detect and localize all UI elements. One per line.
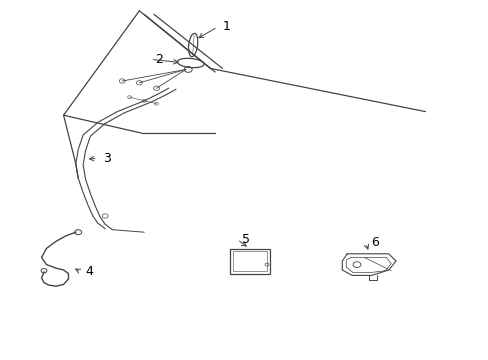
- Bar: [229, 249, 269, 274]
- Text: 3: 3: [102, 152, 110, 165]
- Text: 4: 4: [85, 265, 93, 278]
- Text: 5: 5: [242, 233, 249, 246]
- Text: 6: 6: [370, 237, 378, 249]
- Text: 1: 1: [222, 21, 230, 33]
- Bar: [232, 251, 266, 271]
- Text: 2: 2: [155, 53, 163, 66]
